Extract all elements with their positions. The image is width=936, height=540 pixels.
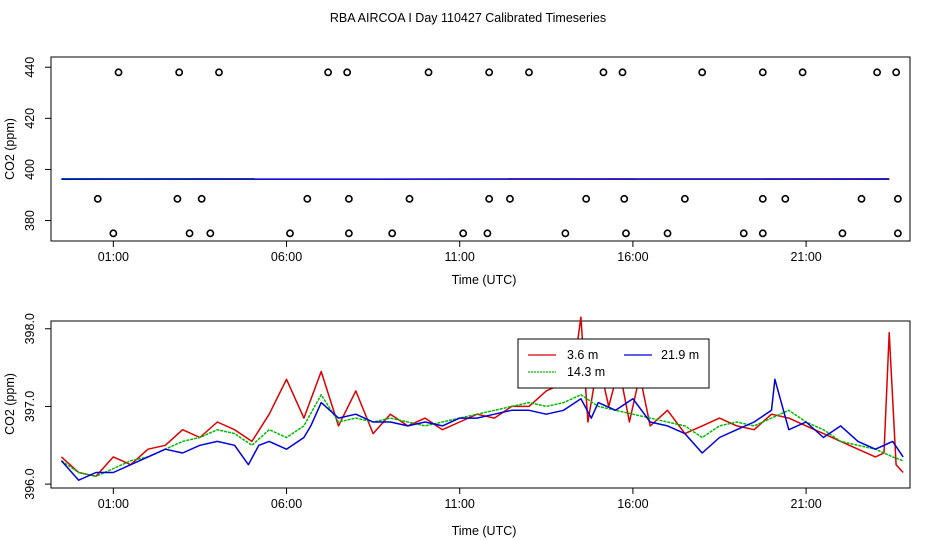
calibration-marker bbox=[663, 229, 672, 238]
calibration-marker bbox=[873, 68, 881, 77]
x-tick-label: 11:00 bbox=[445, 497, 475, 511]
bottom-panel-x-axis-label: Time (UTC) bbox=[452, 524, 517, 538]
calibration-marker bbox=[506, 194, 514, 203]
calibration-marker bbox=[114, 68, 123, 77]
top-panel-calibration-plot: Time (UTC) CO2 (ppm) 01:00 06:00 11:00 16:0… bbox=[3, 56, 911, 287]
calibration-marker bbox=[424, 68, 433, 77]
x-tick-label: 21:00 bbox=[790, 497, 821, 511]
calibration-marker bbox=[93, 194, 102, 203]
x-tick-label: 16:00 bbox=[617, 497, 648, 511]
calibration-marker bbox=[893, 229, 902, 238]
calibration-marker bbox=[206, 229, 215, 238]
calibration-marker bbox=[344, 229, 353, 238]
x-tick-label: 06:00 bbox=[271, 250, 302, 264]
y-tick-label: 396.0 bbox=[23, 468, 37, 499]
figure-title: RBA AIRCOA I Day 110427 Calibrated Times… bbox=[330, 11, 606, 25]
calibration-marker bbox=[798, 68, 807, 77]
calibration-marker bbox=[857, 194, 866, 203]
legend-label-14-3m: 14.3 m bbox=[567, 365, 605, 379]
x-tick-label: 01:00 bbox=[98, 497, 129, 511]
y-tick-label: 400 bbox=[23, 159, 37, 180]
calibration-marker bbox=[758, 194, 767, 203]
calibration-marker bbox=[781, 194, 790, 203]
calibration-marker bbox=[286, 229, 294, 238]
legend-label-3-6m: 3.6 m bbox=[567, 348, 598, 362]
y-tick-label: 420 bbox=[23, 108, 37, 129]
calibration-marker bbox=[698, 68, 707, 77]
calibration-marker bbox=[739, 229, 748, 238]
x-tick-label: 01:00 bbox=[98, 250, 129, 264]
calibration-marker bbox=[485, 194, 494, 203]
calibration-marker bbox=[893, 194, 902, 203]
calibration-marker bbox=[758, 68, 767, 77]
top-panel-frame bbox=[50, 56, 911, 242]
calibration-marker bbox=[197, 194, 206, 203]
bottom-panel-frame bbox=[50, 320, 911, 489]
calibration-marker bbox=[620, 194, 629, 203]
calibration-marker bbox=[622, 229, 630, 238]
calibration-marker bbox=[483, 229, 492, 238]
calibration-marker bbox=[303, 194, 312, 203]
calibration-marker bbox=[405, 194, 414, 203]
x-tick-label: 06:00 bbox=[271, 497, 302, 511]
calibration-marker bbox=[758, 229, 767, 238]
calibration-marker bbox=[618, 68, 627, 77]
x-tick-label: 21:00 bbox=[790, 250, 821, 264]
calibration-marker bbox=[109, 229, 118, 238]
calibration-marker bbox=[344, 194, 353, 203]
series-line-14-3-m bbox=[60, 394, 904, 478]
calibration-marker bbox=[324, 68, 332, 77]
calibration-marker bbox=[838, 229, 847, 238]
x-tick-label: 11:00 bbox=[445, 250, 475, 264]
legend-box bbox=[517, 338, 710, 389]
series-line-21-9-m bbox=[60, 378, 904, 481]
y-tick-label: 398.0 bbox=[23, 313, 37, 344]
y-tick-label: 440 bbox=[23, 57, 37, 78]
calibration-marker bbox=[680, 194, 689, 203]
calibration-marker bbox=[525, 68, 533, 77]
calibration-marker bbox=[892, 68, 901, 77]
calibration-marker bbox=[185, 229, 194, 238]
calibration-marker bbox=[173, 194, 182, 203]
calibration-marker bbox=[561, 229, 570, 238]
calibration-marker bbox=[582, 194, 591, 203]
y-tick-label: 397.0 bbox=[23, 391, 37, 422]
bottom-panel-y-axis-label: CO2 (ppm) bbox=[3, 373, 17, 435]
legend-label-21-9m: 21.9 m bbox=[661, 348, 699, 362]
calibration-marker bbox=[459, 229, 468, 238]
y-tick-label: 380 bbox=[23, 210, 37, 231]
calibration-marker bbox=[343, 68, 352, 77]
calibration-marker bbox=[599, 68, 608, 77]
calibration-marker bbox=[175, 68, 184, 77]
legend: 3.6 m 21.9 m 14.3 m bbox=[517, 338, 710, 389]
calibration-marker bbox=[485, 68, 494, 77]
calibration-marker bbox=[215, 68, 223, 77]
calibration-marker bbox=[388, 229, 397, 238]
x-tick-label: 16:00 bbox=[617, 250, 648, 264]
top-panel-y-axis-label: CO2 (ppm) bbox=[3, 118, 17, 180]
top-panel-x-axis-label: Time (UTC) bbox=[452, 273, 517, 287]
bottom-panel-timeseries-plot: Time (UTC) CO2 (ppm) 3.6 m 21.9 m 14.3 m… bbox=[3, 313, 911, 538]
